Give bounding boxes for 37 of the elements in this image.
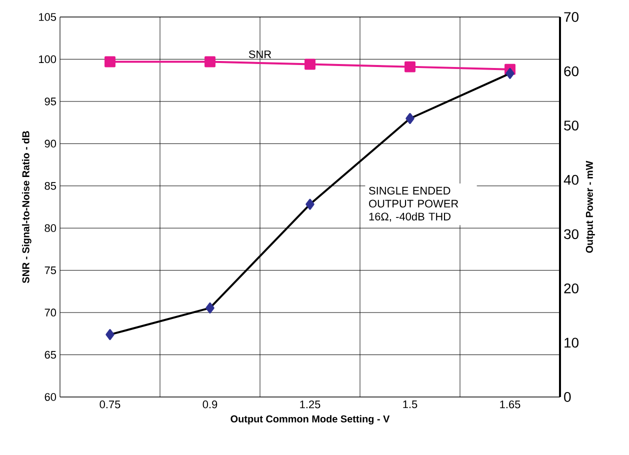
y-tick-label: 90	[44, 140, 56, 148]
x-tick-label: 0.75	[100, 400, 120, 408]
point	[204, 56, 216, 68]
point	[306, 198, 314, 210]
point	[406, 113, 414, 124]
point	[506, 68, 514, 79]
y-tick-label: 70	[44, 308, 56, 316]
y2-axis-title: Output Power - mW	[586, 160, 595, 253]
x-tick-label: 1.5	[403, 400, 418, 408]
x-tick-label: 1.65	[500, 400, 520, 408]
x-axis-title: Output Common Mode Setting - V	[230, 415, 390, 424]
y2-tick-label: 40	[564, 174, 578, 185]
y-tick-label: 100	[39, 55, 56, 64]
y2-tick-label: 70	[564, 12, 578, 22]
point	[304, 58, 316, 70]
y2-tick-label: 30	[564, 229, 578, 240]
y2-tick-label: 50	[564, 120, 578, 131]
y-tick-label: 105	[39, 13, 56, 21]
series-label: SNR	[248, 50, 272, 58]
point	[106, 329, 114, 340]
y-axis-title: SNR - Signal-to-Noise Ratio - dB	[22, 131, 32, 284]
y-tick-label: 95	[44, 98, 56, 106]
y2-tick-label: 10	[564, 338, 578, 348]
y-tick-label: 85	[44, 182, 56, 190]
y2-tick-label: 0	[564, 392, 571, 402]
point	[104, 56, 116, 68]
point	[206, 302, 214, 314]
y-tick-label: 65	[44, 350, 56, 359]
y-tick-label: 75	[44, 266, 56, 274]
y-tick-label: 80	[44, 224, 56, 232]
x-tick-label: 1.25	[300, 400, 320, 408]
text: SINGLE ENDED OUTPUT POWER 16Ω, -40dB THD	[369, 186, 458, 222]
point	[404, 61, 416, 72]
y-tick-label: 60	[44, 393, 56, 401]
y2-tick-label: 60	[564, 66, 578, 76]
x-tick-label: 0.9	[202, 400, 218, 408]
y2-tick-label: 20	[564, 283, 578, 294]
